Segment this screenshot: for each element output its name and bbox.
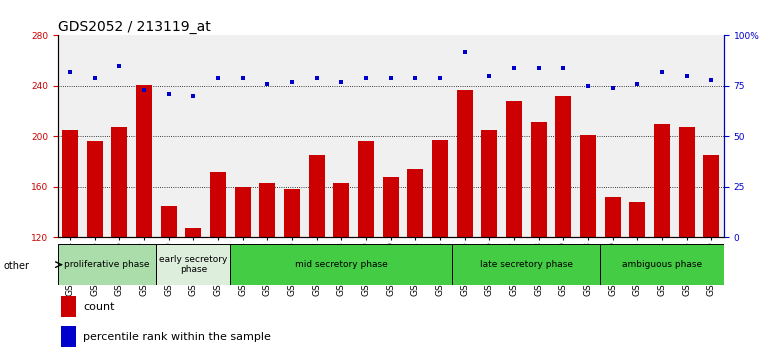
Point xyxy=(286,79,298,85)
Bar xyxy=(62,130,78,237)
Bar xyxy=(61,326,75,348)
Bar xyxy=(112,127,128,237)
Text: GDS2052 / 213119_at: GDS2052 / 213119_at xyxy=(58,21,210,34)
Bar xyxy=(358,141,374,237)
Bar xyxy=(259,183,276,237)
Point xyxy=(212,75,224,81)
Point xyxy=(681,73,693,79)
Bar xyxy=(235,187,251,237)
Text: count: count xyxy=(83,302,115,312)
Point xyxy=(261,81,273,87)
Bar xyxy=(407,169,424,237)
Bar xyxy=(230,244,453,285)
Bar xyxy=(506,101,522,237)
Bar xyxy=(161,206,177,237)
Bar xyxy=(87,141,102,237)
Bar xyxy=(481,130,497,237)
Point xyxy=(113,63,126,69)
Bar xyxy=(186,228,202,237)
Bar xyxy=(210,172,226,237)
Point xyxy=(360,75,372,81)
Text: mid secretory phase: mid secretory phase xyxy=(295,260,388,269)
Point xyxy=(335,79,347,85)
Point xyxy=(582,83,594,89)
Point xyxy=(236,75,249,81)
Point xyxy=(607,85,619,91)
Bar xyxy=(136,85,152,237)
Text: early secretory
phase: early secretory phase xyxy=(159,255,228,274)
Point xyxy=(533,65,545,70)
Bar xyxy=(580,135,596,237)
Bar xyxy=(453,244,601,285)
Bar xyxy=(61,296,75,317)
Bar xyxy=(604,197,621,237)
Text: ambiguous phase: ambiguous phase xyxy=(622,260,702,269)
Point xyxy=(434,75,447,81)
Point xyxy=(557,65,570,70)
Point xyxy=(508,65,521,70)
Bar xyxy=(156,244,230,285)
Text: late secretory phase: late secretory phase xyxy=(480,260,573,269)
Bar xyxy=(531,122,547,237)
Bar xyxy=(601,244,724,285)
Point xyxy=(89,75,101,81)
Bar xyxy=(432,140,448,237)
Point xyxy=(656,69,668,75)
Bar xyxy=(654,124,670,237)
Bar xyxy=(555,96,571,237)
Point xyxy=(631,81,644,87)
Bar xyxy=(629,202,645,237)
Bar xyxy=(704,155,719,237)
Point xyxy=(310,75,323,81)
Bar xyxy=(58,244,156,285)
Point xyxy=(162,91,175,97)
Point xyxy=(459,49,471,55)
Point xyxy=(187,93,199,99)
Bar xyxy=(333,183,350,237)
Point xyxy=(64,69,76,75)
Point xyxy=(484,73,496,79)
Bar xyxy=(457,90,473,237)
Text: proliferative phase: proliferative phase xyxy=(65,260,150,269)
Text: percentile rank within the sample: percentile rank within the sample xyxy=(83,332,271,342)
Point xyxy=(705,77,718,82)
Text: other: other xyxy=(4,261,30,271)
Bar xyxy=(383,177,399,237)
Point xyxy=(384,75,397,81)
Bar xyxy=(284,189,300,237)
Bar xyxy=(309,155,325,237)
Point xyxy=(410,75,422,81)
Point xyxy=(138,87,150,93)
Bar xyxy=(679,127,695,237)
